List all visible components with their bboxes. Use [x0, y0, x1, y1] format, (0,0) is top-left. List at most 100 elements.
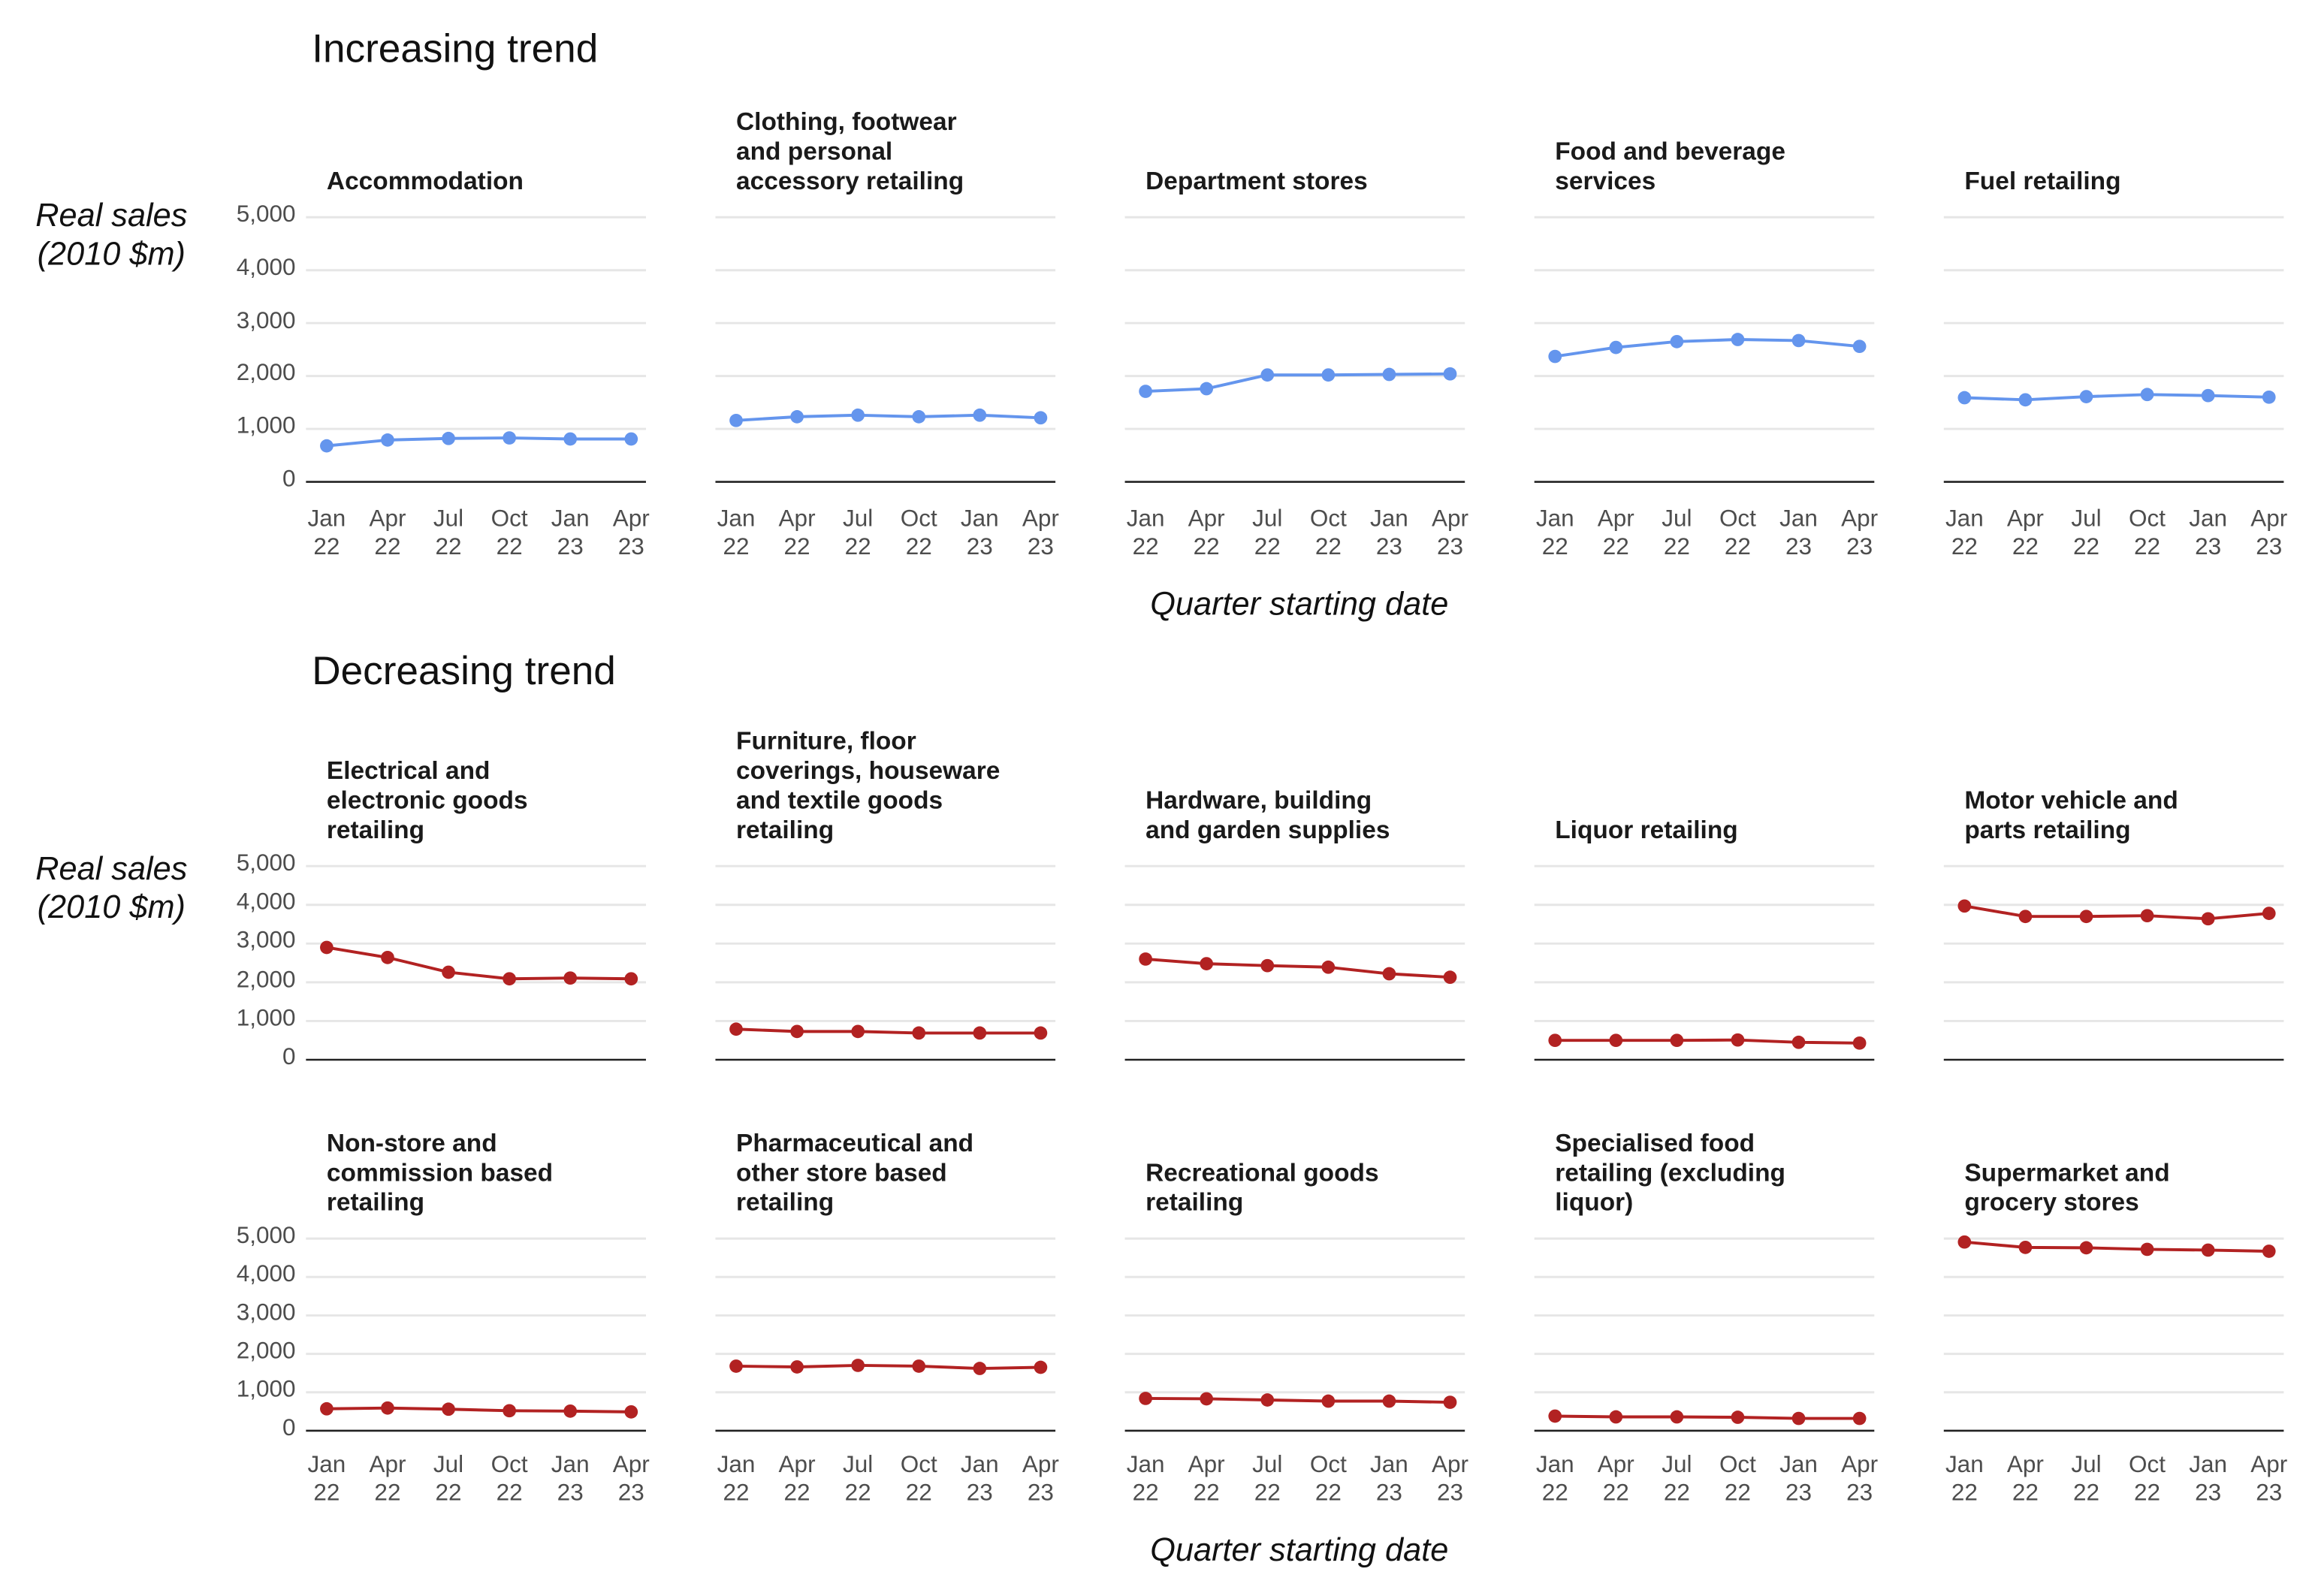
point	[1791, 1411, 1806, 1426]
line	[1964, 904, 2269, 921]
point	[1443, 367, 1457, 381]
x-tick-label: Jul 22	[433, 506, 464, 560]
point	[2262, 907, 2276, 920]
y-tick-label: 4,000	[236, 1262, 296, 1288]
point	[442, 965, 455, 979]
point	[381, 951, 394, 964]
line	[326, 436, 632, 448]
x-tick-label: Jan 22	[307, 1453, 346, 1507]
x-tick-label: Apr 22	[1188, 1453, 1225, 1507]
point	[1034, 411, 1048, 425]
line	[326, 1406, 632, 1413]
panel-title: Supermarket and grocery stores	[1964, 1158, 2170, 1217]
x-tick-label: Apr 23	[1022, 506, 1059, 560]
point	[1852, 339, 1867, 354]
line	[326, 946, 632, 981]
point	[729, 1022, 743, 1036]
point	[912, 410, 926, 424]
point	[1548, 1033, 1562, 1048]
point	[1670, 334, 1684, 348]
point	[790, 1024, 804, 1039]
point	[1321, 960, 1336, 974]
point	[2079, 910, 2093, 924]
point	[790, 1360, 804, 1374]
y-tick-label: 3,000	[236, 308, 296, 333]
panel-title: Non-store and commission based retailing	[326, 1129, 554, 1217]
point	[973, 1026, 987, 1040]
line	[1964, 393, 2269, 402]
panel-title: Hardware, building and garden supplies	[1145, 786, 1390, 844]
x-tick-label: Apr 23	[1841, 506, 1879, 560]
x-tick-label: Jan 22	[1126, 506, 1165, 560]
line	[1554, 338, 1860, 358]
panel-title: Department stores	[1145, 167, 1368, 195]
point	[503, 972, 516, 986]
point	[1957, 1235, 1972, 1249]
x-tick-label: Jan 22	[1945, 506, 1984, 560]
panel-title: Fuel retailing	[1964, 167, 2121, 195]
x-tick-label: Apr 22	[778, 1453, 816, 1507]
point	[563, 971, 578, 985]
line	[735, 1363, 1041, 1371]
x-tick-label: Jan 23	[1779, 506, 1818, 560]
y-tick-label: 3,000	[236, 928, 296, 955]
point	[1443, 1395, 1457, 1409]
y-tick-label: 5,000	[236, 202, 296, 228]
section-title: Increasing trend	[312, 26, 599, 71]
panel-title: Recreational goods retailing	[1145, 1158, 1379, 1217]
line	[735, 413, 1041, 422]
x-tick-label: Jul 22	[1252, 1453, 1283, 1507]
x-tick-label: Oct 22	[490, 1453, 528, 1507]
y-tick-label: 2,000	[236, 361, 296, 387]
point	[1200, 1392, 1214, 1406]
x-tick-label: Jan 23	[960, 1453, 999, 1507]
x-tick-label: Jul 22	[843, 1453, 874, 1507]
y-tick-label: 4,000	[236, 890, 296, 916]
point	[1260, 958, 1275, 973]
line	[1145, 1396, 1450, 1404]
line	[1555, 1038, 1860, 1045]
point	[624, 972, 638, 986]
line	[1555, 1414, 1860, 1420]
point	[2201, 912, 2215, 926]
y-tick-label: 0	[282, 1045, 296, 1070]
x-tick-label: Apr 23	[1432, 1453, 1469, 1507]
point	[1670, 1033, 1684, 1048]
point	[624, 1405, 638, 1419]
x-tick-label: Jan 22	[1535, 1453, 1574, 1507]
point	[1382, 967, 1396, 981]
line	[1145, 372, 1450, 394]
x-tick-label: Apr 23	[1432, 506, 1469, 560]
y-tick-label: 4,000	[236, 255, 296, 281]
point	[1260, 368, 1275, 382]
point	[1791, 333, 1806, 348]
point	[1548, 349, 1562, 364]
panel-title: Clothing, footwear and personal accessor…	[736, 107, 964, 195]
x-tick-label: Jan 23	[2189, 1453, 2228, 1507]
point	[1852, 1036, 1867, 1050]
point	[2079, 1241, 2093, 1255]
point	[1382, 1394, 1396, 1408]
y-tick-label: 1,000	[236, 1006, 296, 1032]
point	[1731, 333, 1745, 346]
point	[1200, 382, 1214, 396]
point	[2262, 1245, 2276, 1258]
point	[442, 431, 455, 445]
point	[2018, 393, 2033, 407]
x-tick-label: Oct 22	[2129, 506, 2166, 560]
x-tick-label: Jul 22	[433, 1453, 464, 1507]
point	[2018, 1241, 2033, 1254]
x-tick-label: Apr 23	[612, 506, 650, 560]
point	[1321, 368, 1336, 382]
line	[1964, 1240, 2269, 1253]
x-tick-label: Jan 22	[1126, 1453, 1165, 1507]
point	[503, 431, 516, 445]
y-axis-label: Real sales (2010 $m)	[35, 196, 188, 273]
point	[851, 408, 865, 422]
x-tick-label: Apr 23	[2250, 506, 2288, 560]
x-tick-label: Jul 22	[1252, 506, 1283, 560]
point	[851, 1024, 865, 1039]
x-tick-label: Apr 23	[1841, 1453, 1879, 1507]
x-tick-label: Jan 22	[1535, 506, 1574, 560]
